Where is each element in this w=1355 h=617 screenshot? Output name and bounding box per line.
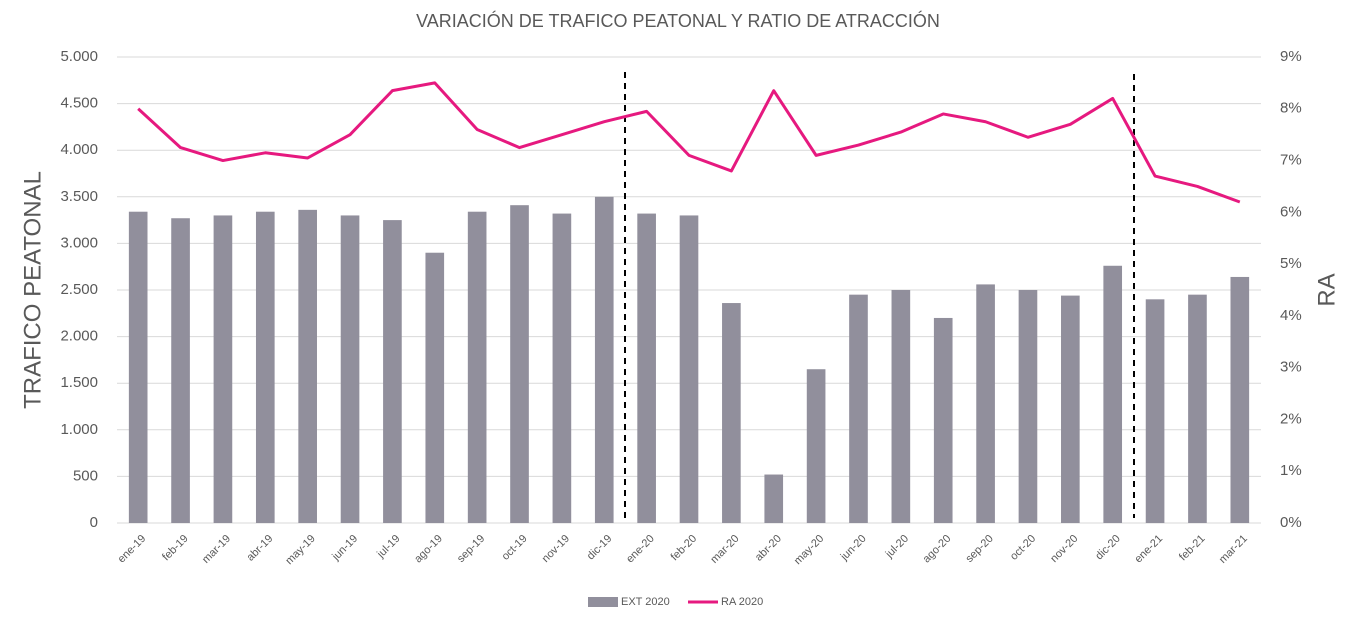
bar <box>255 211 275 523</box>
x-tick-label: sep-20 <box>963 533 995 565</box>
bar <box>1145 299 1165 523</box>
bar <box>552 213 572 524</box>
x-tick-label: nov-20 <box>1048 533 1080 565</box>
x-tick-label: dic-20 <box>1093 533 1123 563</box>
x-tick-label: nov-19 <box>540 533 572 565</box>
legend-label: EXT 2020 <box>621 596 670 608</box>
y2-tick-label: 6% <box>1280 203 1302 220</box>
bar <box>213 215 233 523</box>
x-tick-label: ene-20 <box>624 533 657 566</box>
bar <box>425 252 445 523</box>
bar <box>510 205 529 524</box>
x-tick-label: abr-19 <box>245 533 276 564</box>
bar <box>1103 265 1123 523</box>
legend-swatch <box>588 597 618 607</box>
x-tick-label: mar-20 <box>708 533 741 566</box>
x-tick-label: ene-21 <box>1133 533 1166 566</box>
y-tick-label: 3.500 <box>60 188 98 205</box>
x-tick-label: feb-19 <box>160 533 191 564</box>
x-tick-label: ago-19 <box>412 533 445 566</box>
x-tick-label: jun-20 <box>838 533 869 564</box>
y-tick-label: 2.000 <box>60 328 98 345</box>
bar <box>764 474 784 523</box>
y2-tick-label: 7% <box>1280 152 1302 169</box>
y2-tick-label: 4% <box>1280 307 1302 324</box>
bar <box>891 290 911 523</box>
bar <box>722 303 741 523</box>
bar <box>679 215 699 523</box>
bar <box>637 213 656 524</box>
y2-tick-label: 0% <box>1280 514 1302 531</box>
bar <box>849 294 868 523</box>
x-tick-label: dic-19 <box>585 533 615 563</box>
x-tick-label: mar-21 <box>1217 533 1250 566</box>
y-tick-label: 5.000 <box>60 48 98 65</box>
bar <box>467 211 487 523</box>
y-tick-label: 4.500 <box>60 95 98 112</box>
x-tick-label: may-20 <box>792 533 826 567</box>
y-tick-label: 3.000 <box>60 234 98 251</box>
x-tick-label: feb-21 <box>1177 533 1208 564</box>
x-tick-label: feb-20 <box>669 533 700 564</box>
y-tick-label: 1.000 <box>60 421 98 438</box>
x-tick-label: mar-19 <box>200 533 233 566</box>
bar <box>933 317 953 523</box>
y2-tick-label: 8% <box>1280 100 1302 117</box>
bar <box>128 211 148 523</box>
x-tick-label: may-19 <box>283 533 317 567</box>
bar <box>594 196 614 524</box>
y2-tick-label: 3% <box>1280 359 1302 376</box>
x-tick-label: ene-19 <box>116 533 149 566</box>
y2-tick-label: 9% <box>1280 48 1302 65</box>
legend-label: RA 2020 <box>721 596 763 608</box>
line <box>137 81 1241 204</box>
x-tick-label: ago-20 <box>921 533 954 566</box>
bar <box>340 215 360 523</box>
bar <box>1188 294 1207 523</box>
x-tick-label: jul-19 <box>374 533 402 561</box>
y-tick-label: 500 <box>73 467 98 484</box>
bar <box>1018 290 1038 523</box>
y2-tick-label: 1% <box>1280 462 1302 479</box>
bar <box>383 220 402 523</box>
x-tick-label: jun-19 <box>329 533 360 564</box>
y2-tick-label: 5% <box>1280 255 1302 272</box>
y-tick-label: 2.500 <box>60 281 98 298</box>
x-tick-label: sep-19 <box>455 533 487 565</box>
y2-axis-title: RA <box>1313 273 1340 306</box>
bar <box>806 369 826 523</box>
bar <box>171 218 190 523</box>
y-tick-label: 1.500 <box>60 374 98 391</box>
y-tick-label: 0 <box>90 514 98 531</box>
x-tick-label: oct-20 <box>1008 533 1038 563</box>
x-tick-label: oct-19 <box>500 533 530 563</box>
y2-tick-label: 2% <box>1280 410 1302 427</box>
y-tick-label: 4.000 <box>60 141 98 158</box>
y-axis-title: TRAFICO PEATONAL <box>19 171 46 409</box>
x-tick-label: abr-20 <box>753 533 784 564</box>
bar <box>1230 276 1250 523</box>
bar <box>976 284 995 523</box>
chart-title: VARIACIÓN DE TRAFICO PEATONAL Y RATIO DE… <box>416 10 940 31</box>
bar <box>1061 295 1080 523</box>
x-tick-label: jul-20 <box>883 533 911 561</box>
bar <box>298 209 317 523</box>
